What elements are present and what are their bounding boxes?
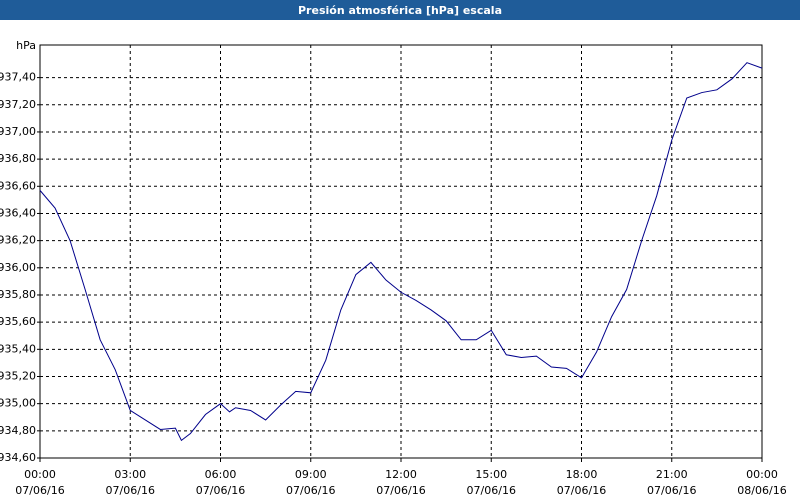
x-tick-date: 07/06/16 (557, 484, 606, 497)
y-tick-label: 935,00 (0, 397, 36, 410)
plot-frame (39, 44, 763, 459)
y-tick-label: 937,40 (0, 71, 36, 84)
x-tick-date: 07/06/16 (286, 484, 335, 497)
x-tick-date: 07/06/16 (15, 484, 64, 497)
y-tick-label: 936,60 (0, 179, 36, 192)
x-tick-label: 03:00 (114, 468, 146, 481)
y-tick-label: 936,80 (0, 152, 36, 165)
x-tick-label: 00:00 (746, 468, 778, 481)
x-tick-date: 07/06/16 (196, 484, 245, 497)
x-tick-label: 21:00 (656, 468, 688, 481)
y-tick-label: 935,20 (0, 369, 36, 382)
y-tick-label: 937,20 (0, 98, 36, 111)
x-tick-date: 08/06/16 (737, 484, 786, 497)
chart-title: Presión atmosférica [hPa] escala (298, 4, 502, 17)
x-tick-date: 07/06/16 (106, 484, 155, 497)
y-tick-label: 934,80 (0, 424, 36, 437)
y-tick-label: 937,00 (0, 125, 36, 138)
x-tick-label: 06:00 (205, 468, 237, 481)
y-tick-label: 936,20 (0, 234, 36, 247)
x-tick-date: 07/06/16 (647, 484, 696, 497)
y-tick-label: 934,60 (0, 451, 36, 464)
y-tick-label: 936,40 (0, 206, 36, 219)
y-axis-label: hPa (16, 39, 36, 52)
y-tick-label: 936,00 (0, 261, 36, 274)
x-tick-label: 15:00 (475, 468, 507, 481)
data-line (39, 62, 763, 442)
x-tick-label: 12:00 (385, 468, 417, 481)
y-tick-label: 935,60 (0, 315, 36, 328)
y-tick-label: 935,40 (0, 342, 36, 355)
x-tick-date: 07/06/16 (467, 484, 516, 497)
y-tick-label: 935,80 (0, 288, 36, 301)
x-tick-label: 18:00 (566, 468, 598, 481)
x-tick-label: 00:00 (24, 468, 56, 481)
title-bar (0, 0, 800, 20)
x-tick-label: 09:00 (295, 468, 327, 481)
x-tick-date: 07/06/16 (376, 484, 425, 497)
